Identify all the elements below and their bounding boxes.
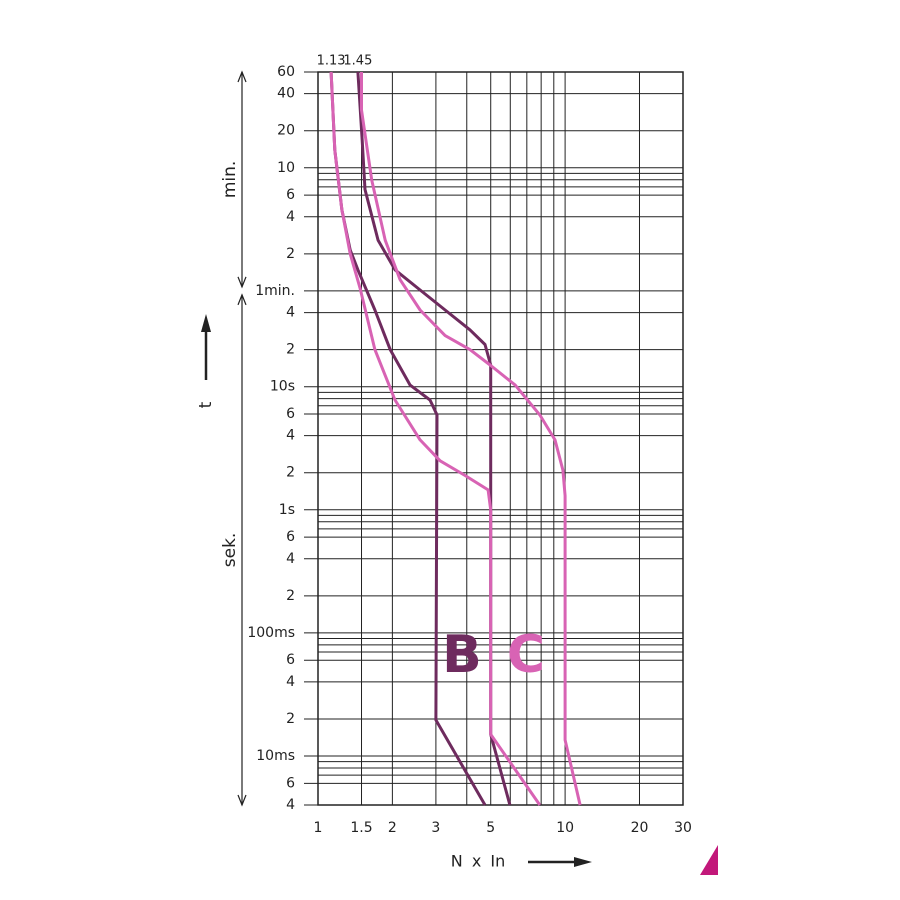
- y-tick-label: 6: [286, 406, 295, 422]
- y-arrow-head: [201, 314, 211, 332]
- y-tick-label: 2: [286, 465, 295, 481]
- y-tick-label: 1s: [279, 502, 295, 518]
- y-tick-label: 6: [286, 187, 295, 203]
- y-tick-label: 2: [286, 342, 295, 358]
- x-tick-label: 5: [486, 820, 495, 836]
- y-tick-label: 10: [277, 160, 295, 176]
- y-tick-label: 4: [286, 209, 295, 225]
- y-tick-label: 4: [286, 305, 295, 321]
- x-tick-label: 1.5: [350, 820, 372, 836]
- x-axis-title: N x In: [451, 852, 505, 871]
- y-tick-label: 10s: [270, 379, 295, 395]
- curve: [356, 71, 512, 806]
- x-tick-label: 30: [674, 820, 692, 836]
- y-tick-label: 40: [277, 86, 295, 102]
- y-tick-label: 6: [286, 529, 295, 545]
- range-arrow: [237, 293, 247, 807]
- plot-border: [317, 71, 684, 806]
- range-label: sek.: [220, 533, 240, 568]
- top-label: 1.13: [317, 54, 346, 69]
- curve: [329, 71, 487, 806]
- x-arrow-head: [574, 857, 592, 867]
- y-tick-label: 6: [286, 652, 295, 668]
- corner-decoration: [700, 845, 718, 875]
- x-tick-label: 10: [556, 820, 574, 836]
- curve-label: C: [507, 625, 545, 685]
- x-tick-label: 2: [388, 820, 397, 836]
- y-tick-label: 100ms: [247, 625, 295, 641]
- y-tick-label: 4: [286, 674, 295, 690]
- x-tick-label: 20: [631, 820, 649, 836]
- y-tick-label: 2: [286, 711, 295, 727]
- y-tick-label: 6: [286, 775, 295, 791]
- curve: [329, 71, 542, 806]
- range-arrow: [237, 70, 247, 289]
- x-tick-label: 1: [314, 820, 323, 836]
- y-tick-label: 2: [286, 588, 295, 604]
- range-label: min.: [220, 161, 240, 198]
- curve-label: B: [442, 625, 482, 685]
- y-tick-label: 4: [286, 428, 295, 444]
- y-tick-label: 4: [286, 551, 295, 567]
- x-tick-label: 3: [431, 820, 440, 836]
- y-tick-label: 60: [277, 64, 295, 80]
- y-tick-label: 4: [286, 797, 295, 813]
- top-label: 1.45: [343, 54, 372, 69]
- y-tick-label: 10ms: [256, 748, 295, 764]
- y-tick-label: 1min.: [255, 283, 295, 299]
- y-axis-title: t: [196, 401, 216, 408]
- y-tick-label: 20: [277, 123, 295, 139]
- y-tick-label: 2: [286, 246, 295, 262]
- curve: [360, 72, 582, 806]
